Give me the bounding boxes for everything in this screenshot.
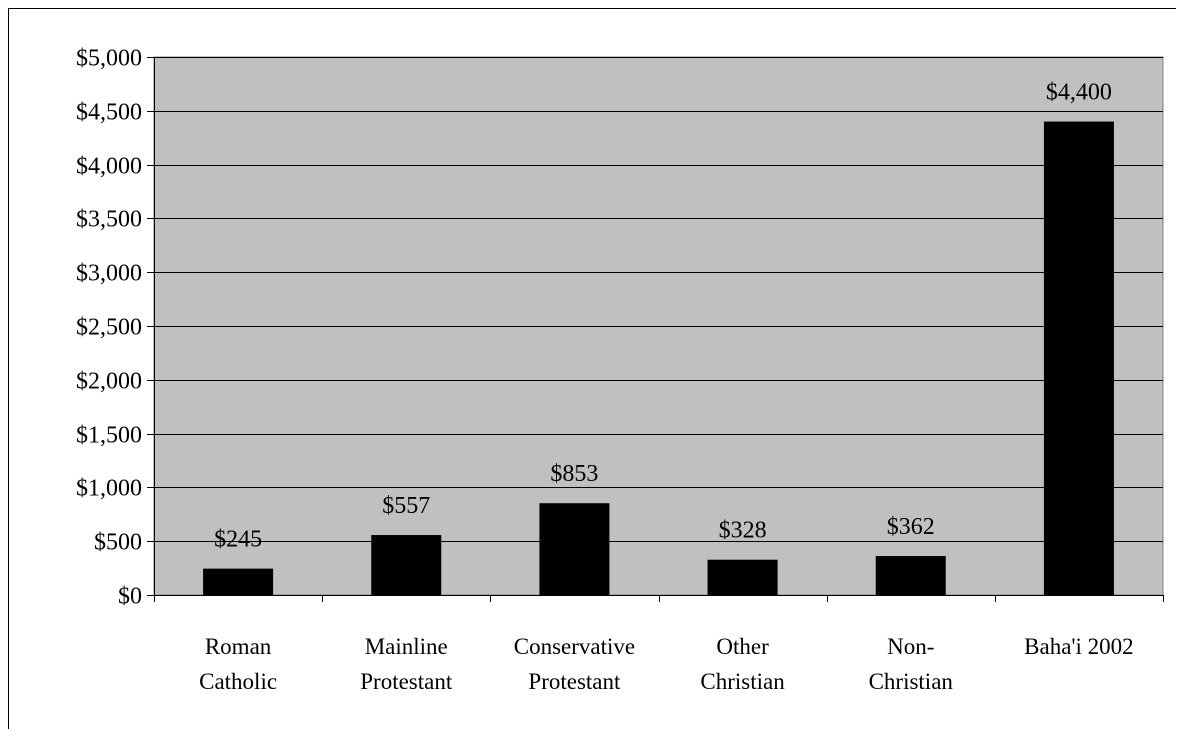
category-label: Protestant bbox=[528, 669, 621, 694]
y-tick-label: $2,500 bbox=[76, 315, 142, 341]
y-tick-label: $1,000 bbox=[76, 476, 142, 502]
data-label: $4,400 bbox=[1046, 80, 1112, 106]
y-tick-label: $2,000 bbox=[76, 369, 142, 395]
y-tick-label: $4,500 bbox=[76, 100, 142, 126]
category-label: Non- bbox=[887, 634, 934, 659]
y-tick-label: $3,500 bbox=[76, 207, 142, 233]
category-label: Protestant bbox=[360, 669, 453, 694]
bar bbox=[1043, 121, 1114, 595]
category-label: Mainline bbox=[365, 634, 448, 659]
y-tick-label: $500 bbox=[94, 530, 142, 556]
bar bbox=[203, 568, 274, 595]
bar bbox=[371, 535, 442, 595]
category-label: Other bbox=[716, 634, 769, 659]
data-label: $362 bbox=[887, 514, 935, 540]
category-label: Roman bbox=[205, 634, 272, 659]
category-label: Conservative bbox=[514, 634, 635, 659]
data-label: $853 bbox=[550, 461, 598, 487]
bar bbox=[539, 503, 610, 595]
y-tick-label: $5,000 bbox=[76, 46, 142, 72]
category-label: Catholic bbox=[199, 669, 277, 694]
data-label: $557 bbox=[382, 493, 430, 519]
y-tick-label: $0 bbox=[118, 584, 142, 610]
y-tick-label: $3,000 bbox=[76, 261, 142, 287]
y-tick-label: $4,000 bbox=[76, 154, 142, 180]
chart-frame bbox=[8, 8, 1176, 729]
y-tick-label: $1,500 bbox=[76, 423, 142, 449]
category-label: Christian bbox=[869, 669, 954, 694]
category-label: Christian bbox=[700, 669, 785, 694]
data-label: $328 bbox=[719, 518, 767, 544]
bar bbox=[707, 559, 778, 595]
data-label: $245 bbox=[214, 527, 262, 553]
bar bbox=[875, 556, 946, 595]
category-label: Baha'i 2002 bbox=[1024, 634, 1134, 659]
